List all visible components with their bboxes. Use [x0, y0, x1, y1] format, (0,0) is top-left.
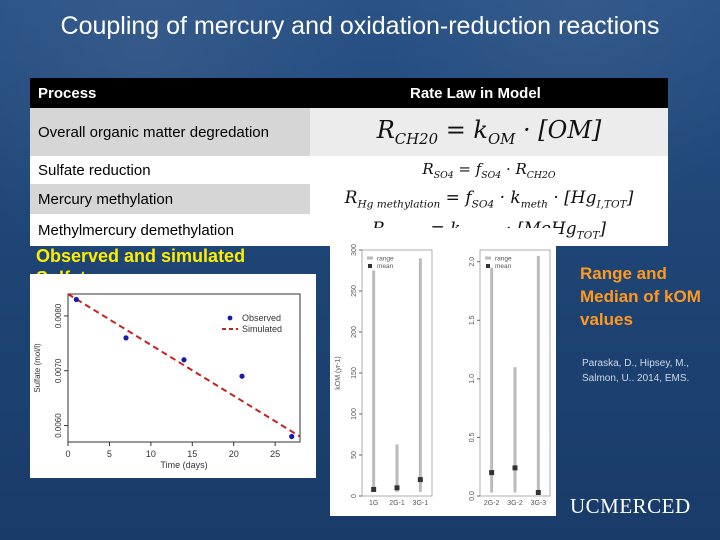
legend-mean-marker	[486, 264, 490, 268]
table-header-row: Process Rate Law in Model	[30, 78, 668, 108]
observed-point	[73, 296, 79, 303]
y-tick-label: 0	[351, 494, 358, 498]
mean-marker	[417, 477, 423, 483]
y-tick-label: 1.5	[469, 315, 476, 325]
category-label: 3G-2	[507, 500, 523, 507]
simulated-line	[67, 293, 301, 438]
y-tick-label: 100	[351, 408, 358, 420]
mean-marker	[535, 489, 541, 495]
legend-observed-label: Observed	[242, 313, 281, 323]
y-tick-label: 250	[351, 285, 358, 297]
y-tick-label: 0.0	[469, 491, 476, 501]
y-axis-label: kOM (yr-1)	[335, 356, 342, 389]
y-tick-label: 200	[351, 326, 358, 338]
rate-law-equation: RCH20 = kOM · [OM]	[310, 108, 668, 156]
observed-point	[181, 357, 187, 363]
mean-marker	[489, 470, 495, 476]
legend-observed-marker	[227, 315, 233, 321]
mean-marker	[371, 486, 377, 492]
header-rate-law: Rate Law in Model	[410, 84, 541, 102]
y-tick-label: 2.0	[469, 257, 476, 267]
legend-range-label: range	[495, 256, 512, 263]
y-tick-label: 0.5	[469, 432, 476, 442]
equation-methylation: RHg methylation = fSO4 · kmeth · [HgI,TO…	[344, 187, 634, 211]
legend-mean-label: mean	[377, 263, 394, 270]
category-label: 1G	[369, 500, 378, 507]
y-tick-label: 150	[351, 367, 358, 379]
ucmerced-logo: UCMERCED	[570, 494, 691, 518]
panel-frame	[479, 249, 551, 497]
process-label: Methylmercury demethylation	[38, 221, 234, 239]
x-tick-label: 10	[146, 449, 156, 459]
table-row: Overall organic matter degredation RCH20…	[30, 108, 668, 156]
x-tick-label: 20	[229, 449, 239, 459]
table-row: Sulfate reduction RSO4 = fSO4 · RCH2O	[30, 156, 668, 184]
observed-point	[239, 373, 245, 379]
table-row: Mercury methylation RHg methylation = fS…	[30, 184, 668, 214]
plot-frame	[67, 293, 301, 443]
category-label: 3G-1	[413, 500, 429, 507]
citation: Paraska, D., Hipsey, M., Salmon, U.. 201…	[582, 358, 690, 384]
observed-point	[123, 335, 129, 341]
category-label: 2G-2	[484, 500, 500, 507]
y-tick-label: 300	[351, 244, 358, 256]
legend-mean-marker	[368, 264, 372, 268]
process-label: Sulfate reduction	[38, 161, 151, 179]
kom-range-title: Range and Median of kOM values	[580, 264, 701, 329]
mean-marker	[394, 485, 400, 491]
y-tick-label: 1.0	[469, 374, 476, 384]
observed-point	[289, 433, 295, 440]
process-label: Mercury methylation	[38, 190, 174, 208]
header-process: Process	[38, 84, 97, 102]
slide-title: Coupling of mercury and oxidation-reduct…	[60, 12, 660, 40]
y-tick-label: 50	[351, 451, 358, 459]
x-tick-label: 0	[65, 449, 70, 459]
category-label: 2G-1	[389, 500, 405, 507]
y-tick-label: 0.0080	[54, 303, 63, 328]
sulfate-plot: 0 5 10 15 20 25 0.0060 0.0070 0.0080 Time (days) S…	[30, 274, 316, 478]
mean-marker	[512, 465, 518, 471]
legend-simulated-label: Simulated	[242, 324, 282, 334]
x-tick-label: 5	[107, 449, 112, 459]
rate-law-equation: RSO4 = fSO4 · RCH2O	[310, 156, 668, 184]
y-axis-label: Sulfate (mol/l)	[33, 343, 42, 393]
legend-mean-label: mean	[495, 263, 512, 270]
x-axis-label: Time (days)	[160, 460, 207, 470]
category-label: 3G-3	[531, 500, 547, 507]
process-label: Overall organic matter degredation	[38, 123, 269, 141]
y-tick-label: 0.0060	[54, 413, 63, 438]
x-tick-label: 15	[187, 449, 197, 459]
sulfate-chart-svg: 0 5 10 15 20 25 0.0060 0.0070 0.0080 Time (days) S…	[33, 293, 301, 470]
equation-om: RCH20 = kOM · [OM]	[376, 116, 602, 148]
x-tick-label: 25	[270, 449, 280, 459]
y-tick-label: 0.0070	[54, 358, 63, 383]
rate-law-equation: RHg methylation = fSO4 · kmeth · [HgI,TO…	[310, 184, 668, 214]
kom-plot: 0 50 100 150 200 250 300 1G 2G-1 3G-1 range mean 0.0…	[330, 228, 556, 516]
legend-range-label: range	[377, 256, 394, 263]
equation-so4: RSO4 = fSO4 · RCH2O	[422, 159, 556, 181]
